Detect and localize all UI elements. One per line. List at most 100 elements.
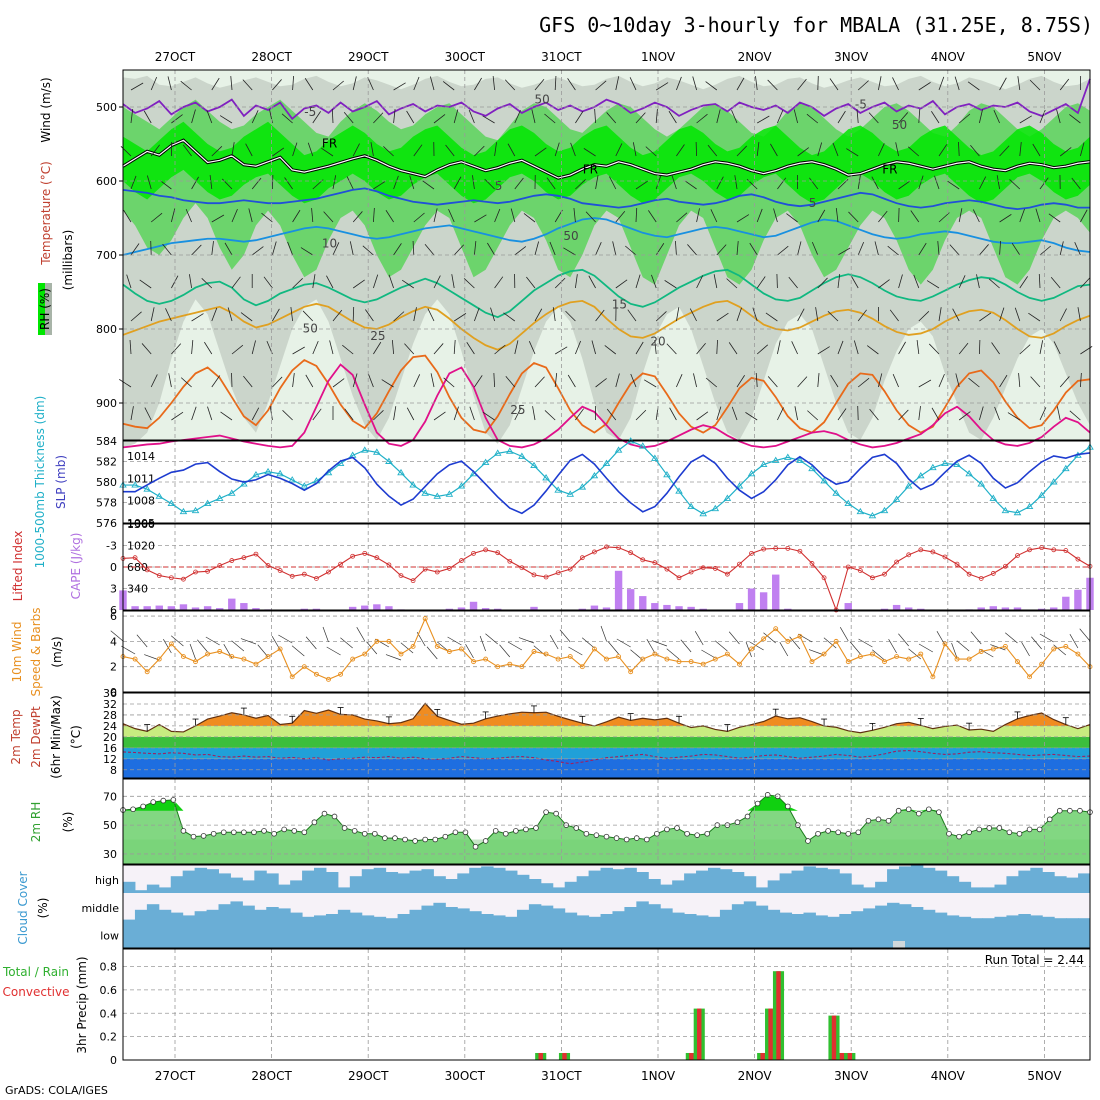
rh-marker <box>241 829 247 836</box>
cloud-middle-bar <box>648 904 661 921</box>
wind-barb <box>635 274 641 289</box>
wind-barb <box>575 111 584 124</box>
thickness-marker <box>457 482 466 489</box>
wind-barb <box>850 275 859 289</box>
cloud-high-bar <box>325 872 339 893</box>
wind-barb <box>1035 208 1041 223</box>
wind-barb <box>811 241 819 256</box>
lifted-index-marker <box>471 550 476 556</box>
rh-marker <box>482 838 489 844</box>
lifted-index-marker <box>954 561 960 567</box>
rh-marker <box>220 829 227 836</box>
wind10m-barb <box>749 641 764 651</box>
cloud-high-bar <box>970 887 984 893</box>
wind10m-barb <box>278 634 293 644</box>
thickness-marker <box>711 504 720 512</box>
cloud-middle-bar <box>361 915 375 921</box>
lifted-index-marker <box>592 549 597 555</box>
wind10m-speed-marker <box>229 654 235 660</box>
rh-marker <box>170 797 177 803</box>
temp-tick-label: 24 <box>103 720 117 733</box>
slp-line <box>123 452 1091 515</box>
wind-barb <box>655 243 665 256</box>
cloud-middle-bar <box>314 915 327 921</box>
cape-bar <box>651 603 659 610</box>
wind10m-barb <box>970 631 982 645</box>
rh-marker <box>140 803 146 810</box>
thickness-marker <box>493 449 502 456</box>
wind-barb <box>934 175 940 190</box>
wind10m-speed-marker <box>265 654 271 660</box>
date-tick-top: 27OCT <box>155 50 196 64</box>
cloud-high-bar <box>827 869 840 893</box>
lifted-index-label: Lifted Index <box>11 531 25 602</box>
isotherm-label: -5 <box>304 105 316 119</box>
wind-barb <box>615 373 620 388</box>
rh-marker <box>664 826 670 833</box>
thickness-marker <box>856 507 865 515</box>
wind-barb <box>676 212 688 223</box>
wind-barb <box>731 406 738 421</box>
wind-barb <box>406 110 415 124</box>
thickness-marker <box>167 499 176 506</box>
cloud-frame <box>122 864 1091 949</box>
wind-barb <box>130 175 137 190</box>
wind-barb <box>373 341 382 355</box>
wind-barb <box>474 375 483 388</box>
isotherm-label: 50 <box>303 322 318 336</box>
isotherm-label: 50 <box>563 229 578 243</box>
rh-marker <box>654 830 660 837</box>
wind10m-barb <box>326 646 341 656</box>
wind-barb <box>287 241 293 256</box>
thickness-marker <box>578 483 587 490</box>
wind-barb <box>433 114 446 124</box>
wind-barb <box>343 112 354 124</box>
wind10m-speed-marker <box>579 664 585 670</box>
wind-barb <box>958 342 969 355</box>
wind-barb <box>474 214 487 223</box>
cloud-middle-bar <box>839 914 852 921</box>
wind-barb <box>791 341 798 355</box>
cloud-low-fill <box>123 921 1090 948</box>
wind10m-barb <box>581 637 595 649</box>
lifted-index-marker <box>978 576 984 581</box>
wind10m-speed-marker <box>471 659 476 665</box>
wind10m-barb <box>479 635 486 652</box>
rh-marker <box>603 833 610 840</box>
wind10m-speed-marker <box>374 638 380 644</box>
wind-barb <box>523 213 536 223</box>
lifted-index-marker <box>362 550 368 556</box>
wind10m-speed-marker <box>857 654 863 660</box>
wind-barb <box>615 76 620 91</box>
wind-barb <box>292 76 294 91</box>
wind-barb <box>655 82 669 91</box>
wind10m-speed-marker <box>241 656 247 662</box>
wind10m-barb <box>823 637 837 649</box>
rh-marker <box>966 829 972 836</box>
wind-barb <box>531 109 536 124</box>
cape-bar <box>494 608 502 610</box>
wind-barb <box>807 410 819 421</box>
wind-barb <box>594 109 596 124</box>
wind10m-speed-marker <box>628 669 634 675</box>
wind10m-barb <box>701 649 716 659</box>
wind10m-speed-marker <box>180 654 186 660</box>
slp-tick-label: 1011 <box>127 472 155 485</box>
temp-warm-area <box>123 703 1090 726</box>
wind-barb <box>575 179 586 190</box>
cloud-high-bar <box>660 884 673 893</box>
cloud-middle-bar <box>290 912 303 921</box>
thickness-marker <box>735 482 744 489</box>
thickness-marker <box>179 507 188 515</box>
wind10m-speed-marker <box>761 636 767 642</box>
wind-barb <box>979 244 989 256</box>
cloud-high-bar <box>600 867 613 893</box>
wind-barb <box>433 411 446 421</box>
rh-marker <box>412 838 418 844</box>
wind-barb <box>211 214 225 223</box>
wind-barb <box>321 147 334 157</box>
wind-barb <box>954 76 960 91</box>
date-tick-bottom: 5NOV <box>1027 1069 1062 1083</box>
wind-barb <box>1039 407 1047 421</box>
